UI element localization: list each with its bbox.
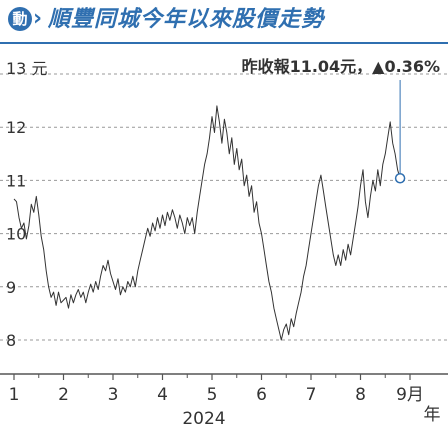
x-tick-label: 6 [256, 385, 267, 405]
x-tick-label: 1 [9, 385, 20, 405]
price-series-line [13, 105, 401, 341]
header-rule [0, 42, 448, 44]
x-tick-label: 8 [355, 385, 366, 405]
x-tick-label: 5 [207, 385, 218, 405]
price-line [13, 105, 401, 341]
x-tick-label: 4 [157, 385, 168, 405]
header: 動 › 順豐同城今年以來股價走勢 [0, 0, 448, 44]
y-tick-labels: 13 元 12 11 10 9 8 [6, 59, 47, 350]
y-tick-label: 9 [6, 278, 16, 297]
logo-icon: 動 [8, 7, 32, 31]
chevron-right-icon: › [33, 6, 43, 31]
y-tick-label: 10 [6, 225, 26, 244]
x-tick-label: 7 [306, 385, 317, 405]
y-tick-label: 8 [6, 331, 16, 350]
y-tick-label: 12 [6, 118, 26, 137]
y-axis-unit-label: 13 元 [6, 59, 47, 78]
y-tick-label: 11 [6, 171, 26, 190]
gridlines [0, 73, 448, 341]
year-label: 2024 [182, 409, 225, 429]
x-tick-label: 3 [108, 385, 119, 405]
x-tick-label: 2 [58, 385, 69, 405]
x-tick-labels: 1 2 3 4 5 6 7 8 9月 [9, 374, 424, 405]
latest-price-marker [394, 173, 406, 184]
year-char: 年 [424, 405, 441, 425]
latest-price-annotation: 昨收報11.04元，▲0.36% [242, 57, 440, 76]
x-tick-label: 9月 [396, 385, 424, 405]
logo-text: 動 [12, 10, 28, 28]
page-title: 順豐同城今年以來股價走勢 [48, 7, 325, 32]
